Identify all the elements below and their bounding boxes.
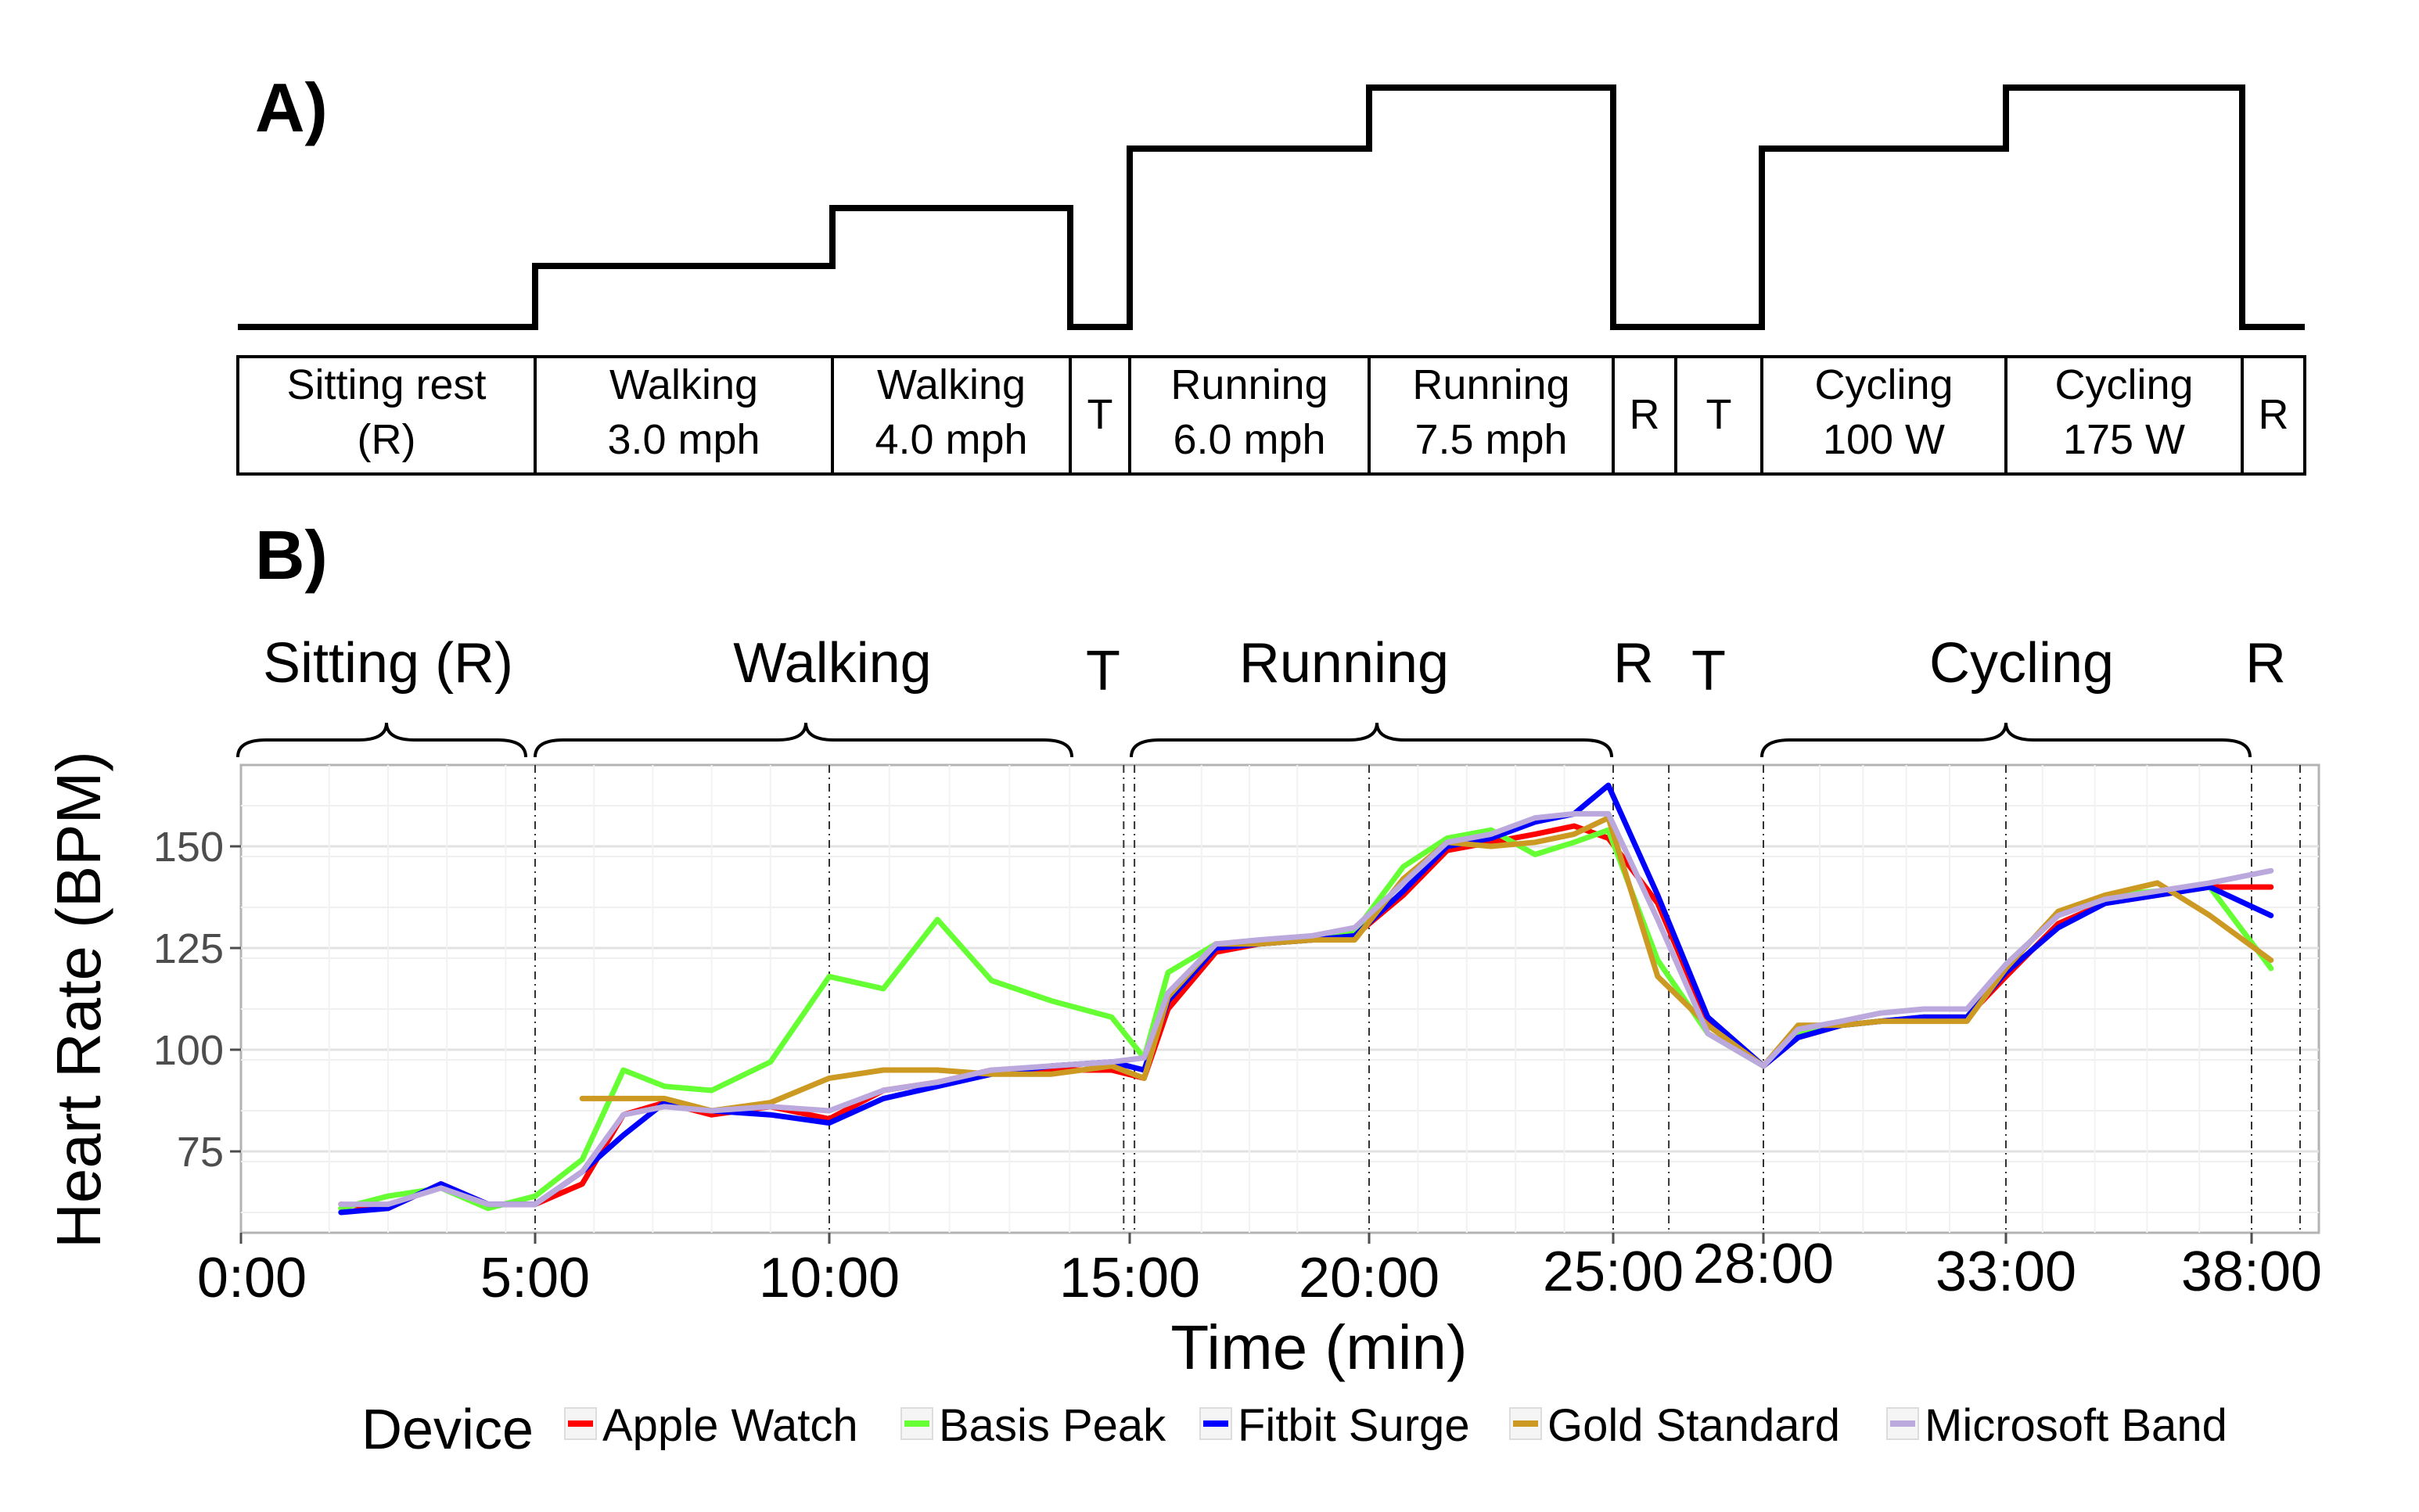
schedule-cells: Sitting rest (R) Walking 3.0 mph Walking 4.0 …	[286, 357, 2289, 474]
phase-brace	[1760, 722, 2252, 758]
schedule-table	[236, 355, 2306, 476]
phase-label-transition-2: T	[1691, 640, 1726, 702]
legend-label: Basis Peak	[939, 1400, 1166, 1451]
phase-label-cycling: Cycling	[1929, 632, 2114, 695]
phase-label-transition-1: T	[1086, 640, 1120, 702]
y-axis-title: Heart Rate (BPM)	[44, 751, 113, 1248]
schedule-cell-setting: 6.0 mph	[1173, 416, 1325, 463]
legend-label: Gold Standard	[1547, 1400, 1840, 1451]
phase-labels: Sitting (R) Walking T Running R T Cyclin…	[263, 632, 2286, 702]
schedule-cell-name: Walking	[609, 361, 758, 408]
phase-label-rest-2: R	[2245, 632, 2286, 695]
series-lines	[338, 782, 2274, 1216]
schedule-cell-setting: 175 W	[2063, 416, 2185, 463]
phase-brace	[236, 722, 527, 758]
x-tick-label: 5:00	[480, 1247, 590, 1309]
panel-b-label: B)	[255, 516, 328, 594]
y-tick-label: 75	[177, 1129, 224, 1176]
series-line-microsoft-band	[338, 810, 2274, 1208]
phase-brace	[534, 722, 1073, 758]
schedule-cell-setting: 7.5 mph	[1414, 416, 1567, 463]
intensity-step-line	[238, 84, 2305, 330]
exercise-protocol-diagram: Sitting rest (R) Walking 3.0 mph Walking 4.0 …	[236, 84, 2306, 476]
x-tick-label: 10:00	[759, 1247, 900, 1309]
phase-label-running: Running	[1239, 632, 1449, 695]
schedule-cell-setting: (R)	[358, 416, 416, 463]
phase-label-sitting: Sitting (R)	[263, 632, 513, 695]
y-tick-label: 125	[153, 925, 224, 972]
phase-label-rest-1: R	[1613, 632, 1654, 695]
x-tick-label: 25:00	[1543, 1241, 1684, 1303]
x-tick-label: 0:00	[197, 1247, 307, 1309]
schedule-cell-name: Walking	[877, 361, 1026, 408]
phase-braces	[236, 722, 2252, 758]
phase-label-walking: Walking	[733, 632, 931, 695]
schedule-cell-name: T	[1087, 391, 1113, 438]
phase-brace	[1130, 722, 1613, 758]
legend-title: Device	[361, 1399, 534, 1461]
schedule-cell-setting: 4.0 mph	[875, 416, 1027, 463]
schedule-cell-setting: 3.0 mph	[607, 416, 760, 463]
y-axis: 75 100 125 150	[153, 824, 241, 1176]
schedule-cell-name: Cycling	[2054, 361, 2193, 408]
schedule-cell-name: R	[1630, 391, 1660, 438]
schedule-cell-setting: 100 W	[1823, 416, 1945, 463]
x-tick-label: 38:00	[2181, 1241, 2322, 1303]
schedule-cell-name: Running	[1412, 361, 1569, 408]
schedule-cell-name: Cycling	[1814, 361, 1953, 408]
schedule-cell-name: Running	[1170, 361, 1328, 408]
y-tick-label: 100	[153, 1027, 224, 1074]
y-tick-label: 150	[153, 824, 224, 871]
schedule-cell-name: T	[1706, 391, 1732, 438]
x-tick-label: 33:00	[1936, 1241, 2076, 1303]
x-tick-label: 15:00	[1059, 1247, 1200, 1309]
x-tick-label: 28:00	[1693, 1233, 1834, 1295]
x-axis-title: Time (min)	[1170, 1313, 1467, 1382]
panel-a-label: A)	[255, 69, 328, 146]
legend-label: Microsoft Band	[1925, 1400, 2227, 1451]
phase-boundary-lines	[534, 765, 2301, 1233]
legend-label: Apple Watch	[602, 1400, 858, 1451]
schedule-cell-name: Sitting rest	[286, 361, 486, 408]
x-axis: 0:00 5:00 10:00 15:00 20:00 25:00 28:00 33:00 38…	[197, 1233, 2322, 1309]
legend: Device Apple Watch Basis Peak Fitbit Surge…	[361, 1399, 2227, 1461]
plot-panel	[239, 763, 2320, 1234]
schedule-cell-name: R	[2259, 391, 2289, 438]
x-tick-label: 20:00	[1299, 1247, 1440, 1309]
legend-label: Fitbit Surge	[1238, 1400, 1470, 1451]
